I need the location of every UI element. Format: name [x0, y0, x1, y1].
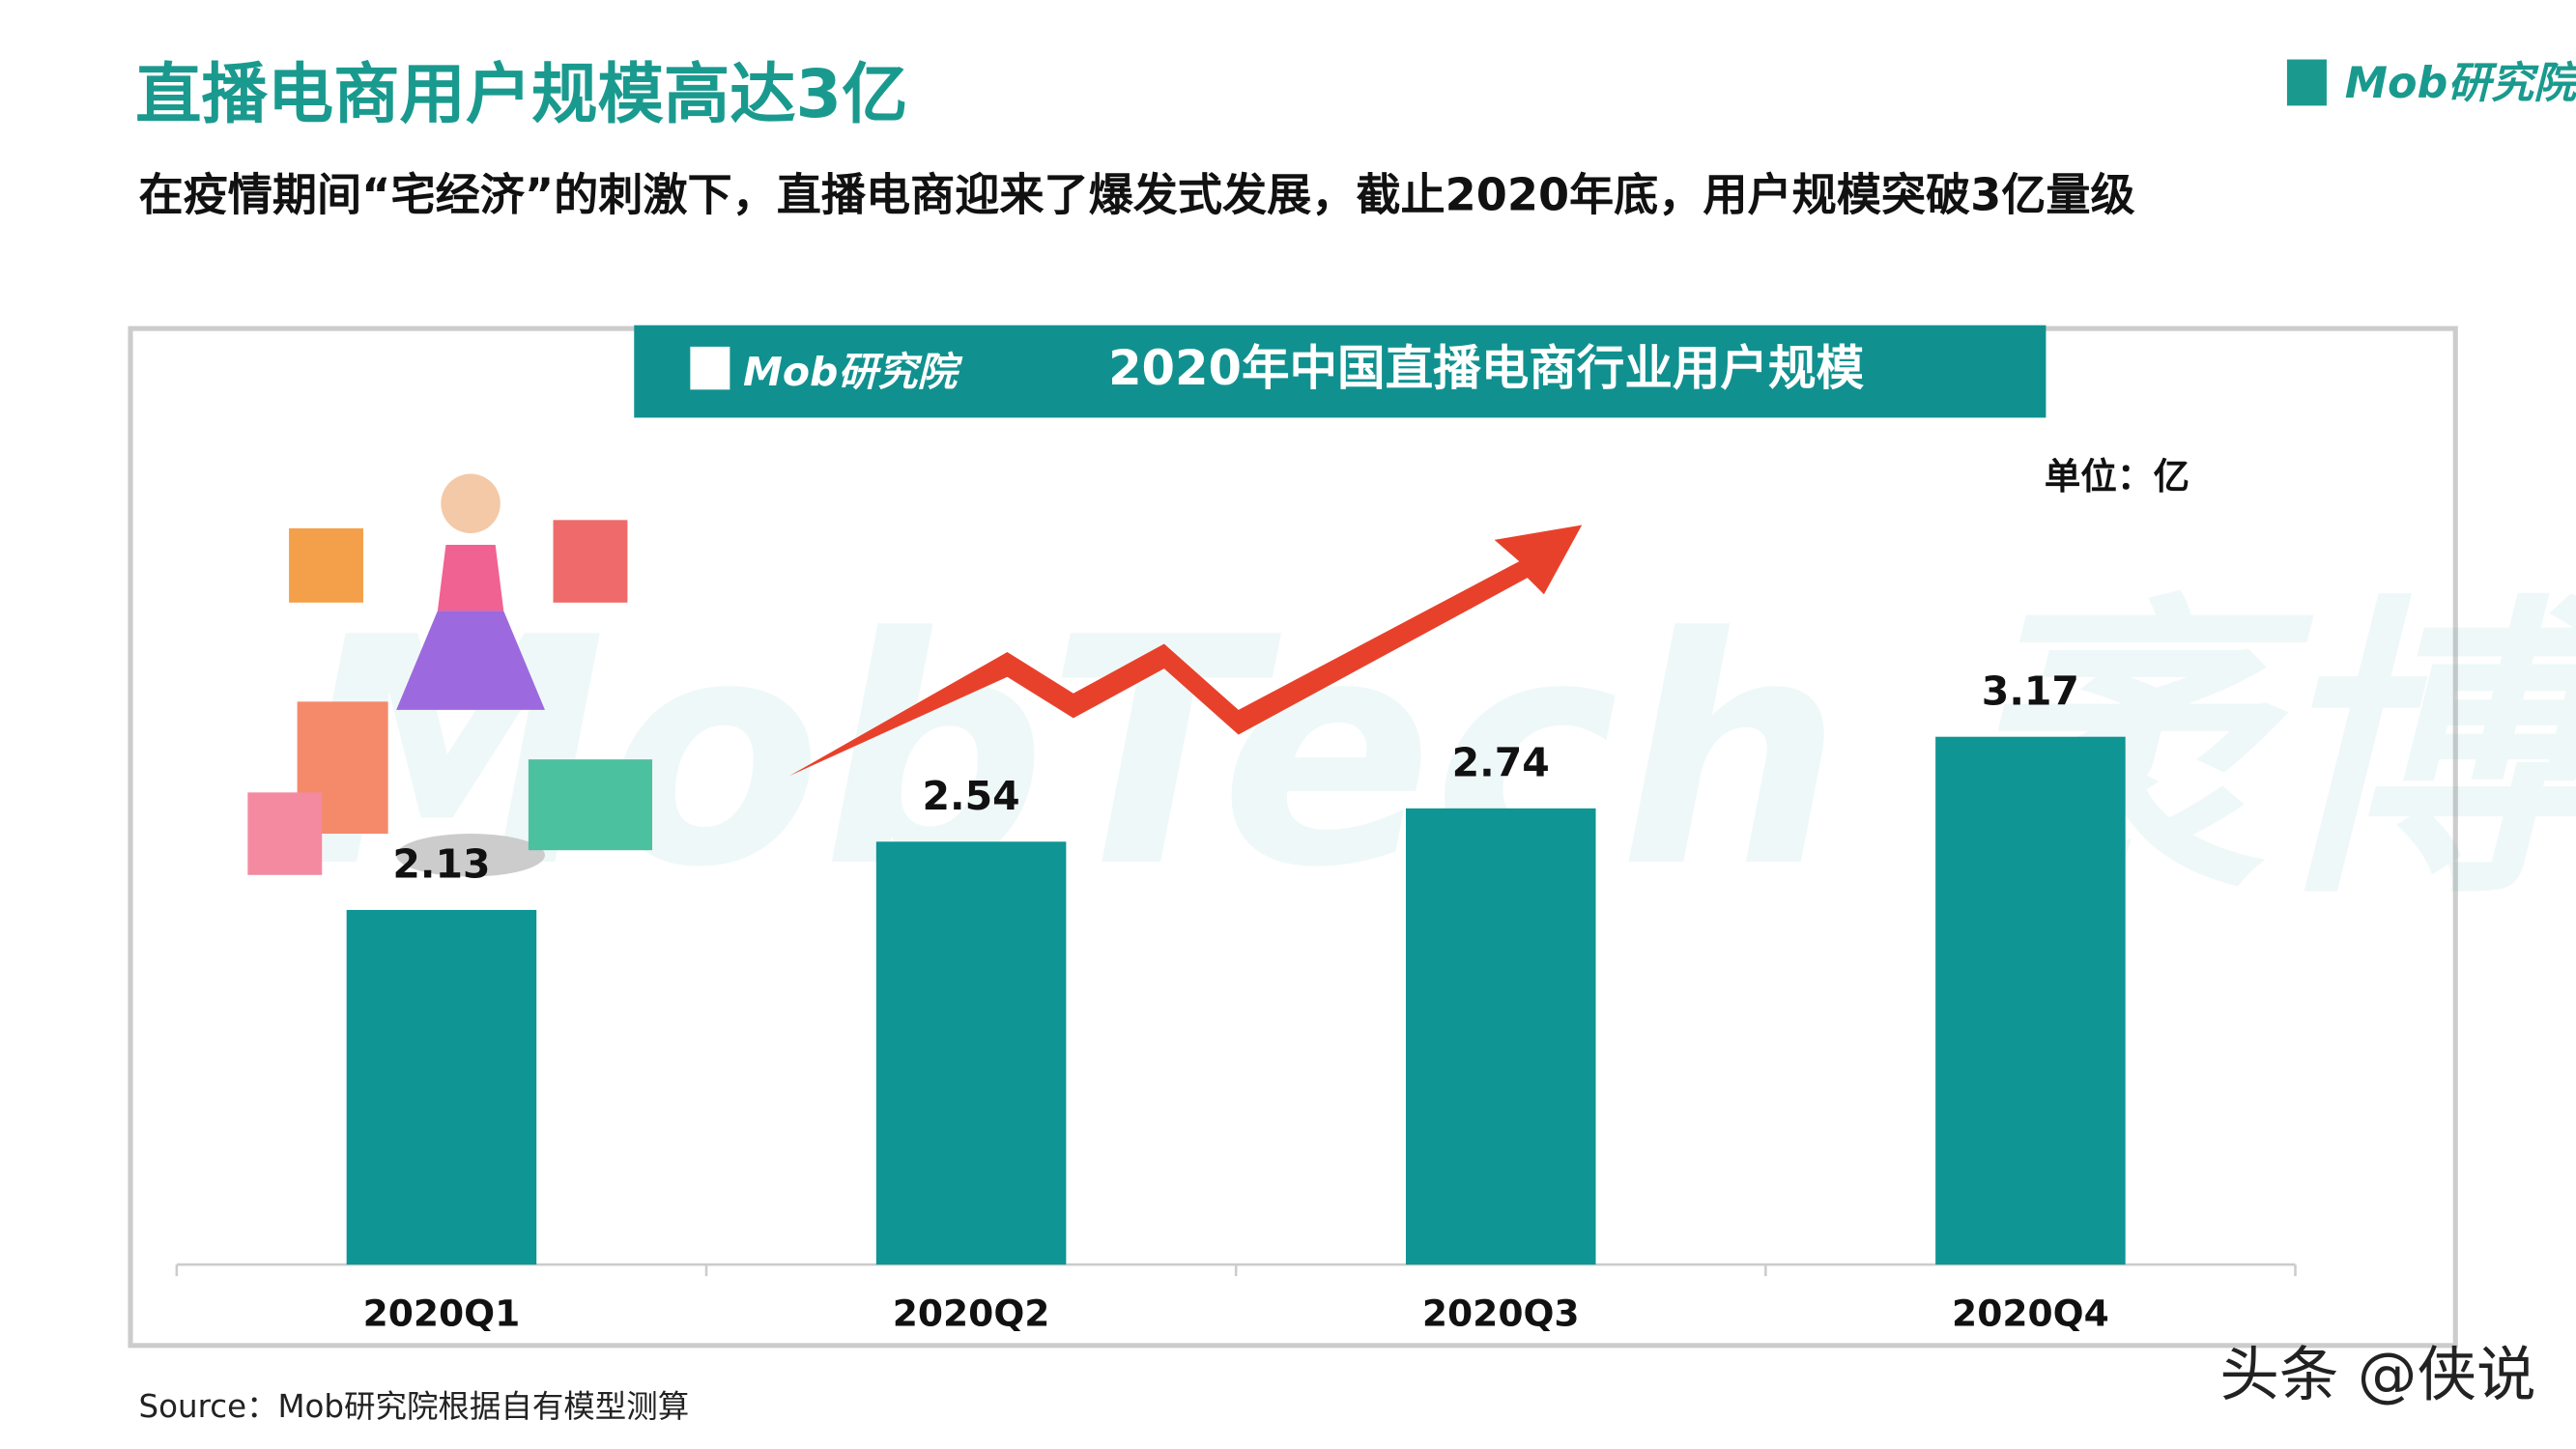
- watermark: 头条 @侠说: [2219, 1340, 2535, 1409]
- unit-label: 单位：亿: [2045, 455, 2190, 497]
- value-label: 3.17: [1982, 668, 2079, 714]
- source: Source：Mob研究院根据自有模型测算: [139, 1388, 690, 1425]
- bar: [1405, 808, 1596, 1265]
- x-tick-label: 2020Q1: [363, 1293, 521, 1335]
- slide-title: 直播电商用户规模高达3亿: [135, 57, 907, 133]
- banner-logo-icon: [690, 346, 730, 390]
- illustration: [247, 473, 653, 877]
- logo-icon: [2286, 59, 2327, 106]
- value-label: 2.74: [1452, 739, 1550, 785]
- x-tick-label: 2020Q2: [893, 1293, 1050, 1335]
- slide-subtitle: 在疫情期间“宅经济”的刺激下，直播电商迎来了爆发式发展，截止2020年底，用户规…: [139, 169, 2135, 221]
- value-label: 2.54: [923, 773, 1020, 819]
- value-label: 2.13: [392, 841, 490, 888]
- x-tick-label: 2020Q4: [1952, 1293, 2109, 1335]
- banner-logo: Mob研究院: [743, 349, 963, 395]
- logo: Mob研究院: [2345, 59, 2576, 108]
- bar: [875, 841, 1067, 1265]
- chart-banner: [634, 325, 2046, 418]
- chart-title: 2020年中国直播电商行业用户规模: [1108, 340, 1864, 396]
- x-tick-label: 2020Q3: [1422, 1293, 1580, 1335]
- bar: [1935, 736, 2126, 1265]
- bar: [346, 909, 537, 1265]
